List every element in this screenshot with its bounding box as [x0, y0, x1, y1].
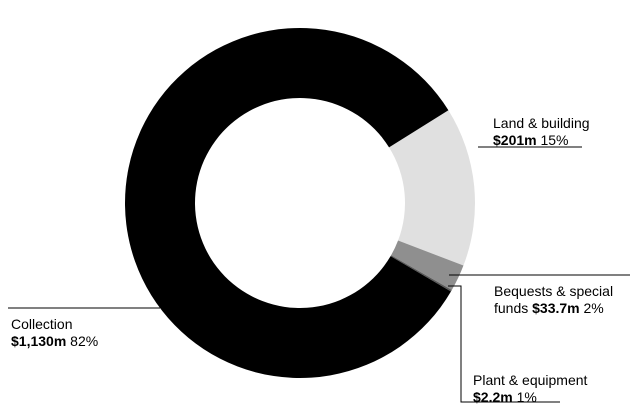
label-bequests: Bequests & special funds $33.7m 2%	[494, 283, 613, 317]
label-collection-percent: 82%	[70, 333, 99, 349]
label-bequests-name-line1: Bequests & special	[494, 283, 614, 299]
label-plant-equipment-percent: 1%	[516, 389, 537, 405]
label-plant-equipment-name: Plant & equipment	[473, 372, 588, 388]
label-collection-name: Collection	[11, 316, 73, 332]
label-land-building-value: $201m	[493, 132, 537, 148]
label-land-building-name: Land & building	[493, 115, 590, 131]
leader-lines	[8, 146, 630, 403]
slice-collection	[125, 27, 451, 378]
label-collection: Collection $1,130m 82%	[11, 316, 98, 350]
leader-plant-equipment	[448, 285, 560, 403]
label-bequests-value: $33.7m	[532, 300, 580, 316]
label-plant-equipment-value: $2.2m	[473, 389, 513, 405]
label-bequests-name-line2: funds	[494, 300, 529, 316]
label-land-building-percent: 15%	[540, 132, 569, 148]
slices-group	[125, 27, 475, 378]
slice-plant-equipment	[390, 255, 452, 292]
slice-bequests-special-funds	[391, 240, 464, 291]
label-bequests-percent: 2%	[583, 300, 604, 316]
label-plant-equipment: Plant & equipment $2.2m 1%	[473, 372, 587, 406]
label-collection-value: $1,130m	[11, 333, 67, 349]
label-land-building: Land & building $201m 15%	[493, 115, 590, 149]
slice-land-building	[389, 110, 475, 266]
